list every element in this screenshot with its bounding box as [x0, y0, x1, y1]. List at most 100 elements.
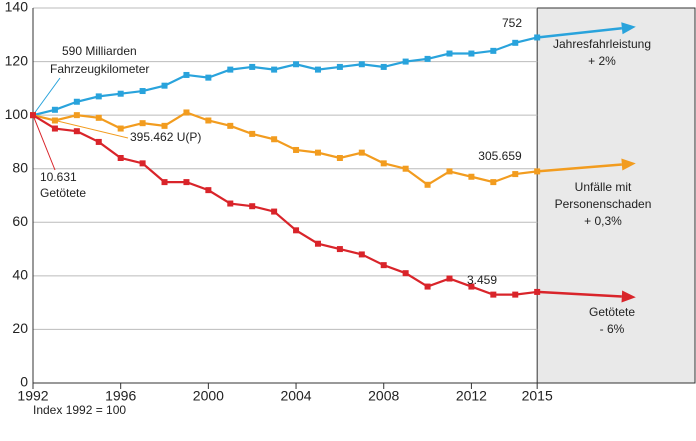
data-point [161, 179, 168, 186]
arrow-head [621, 158, 636, 171]
projection-label: Jahresfahrleistung [553, 37, 651, 51]
data-point [446, 275, 453, 282]
series-line [32, 111, 538, 187]
data-point [205, 117, 212, 124]
x-tick-label: 2000 [193, 388, 224, 404]
start-label: Getötete [40, 186, 86, 200]
start-label: 10.631 [40, 170, 77, 184]
data-point [183, 179, 190, 186]
data-point [380, 160, 387, 167]
leader-line [32, 77, 61, 116]
data-point [51, 106, 58, 113]
data-point [51, 125, 58, 132]
x-tick-label: 1992 [17, 388, 48, 404]
data-point [336, 246, 343, 253]
start-label: 395.462 U(P) [130, 130, 201, 144]
data-point [139, 88, 146, 95]
series-line [32, 114, 538, 296]
y-tick-label: 120 [5, 52, 29, 68]
data-point [161, 122, 168, 129]
x-tick-label: 2004 [280, 388, 311, 404]
start-label: Fahrzeugkilometer [50, 62, 149, 76]
leader-line [32, 114, 56, 171]
data-point [117, 90, 124, 97]
data-point [314, 66, 321, 73]
data-point [293, 61, 300, 68]
data-point [249, 130, 256, 137]
x-tick-label: 1996 [105, 388, 136, 404]
arrow-head [621, 22, 636, 35]
projection-label: Unfälle mit [575, 180, 632, 194]
data-point [380, 262, 387, 269]
data-point [271, 66, 278, 73]
data-point [95, 93, 102, 100]
data-point [139, 160, 146, 167]
data-point [358, 251, 365, 258]
y-tick-label: 140 [5, 0, 29, 15]
projection-label: Getötete [589, 305, 635, 319]
data-point [358, 149, 365, 156]
data-point [490, 47, 497, 54]
data-point [205, 187, 212, 194]
end-label: 752 [502, 16, 522, 30]
series-line [32, 36, 538, 117]
data-point [380, 63, 387, 70]
data-point [402, 165, 409, 172]
data-point [446, 168, 453, 175]
y-tick-label: 100 [5, 106, 29, 122]
projection-arrow [537, 163, 622, 173]
end-label: 3.459 [467, 273, 497, 287]
x-tick-label: 2015 [522, 388, 553, 404]
y-tick-label: 40 [12, 267, 28, 283]
data-point [183, 109, 190, 116]
y-tick-label: 20 [12, 320, 28, 336]
x-tick-label: 2008 [368, 388, 399, 404]
y-tick-label: 60 [12, 213, 28, 229]
data-point [468, 283, 475, 290]
data-point [424, 181, 431, 188]
data-point [402, 58, 409, 65]
end-label: 305.659 [478, 149, 522, 163]
data-point [336, 63, 343, 70]
data-point [161, 82, 168, 89]
data-point [402, 270, 409, 277]
forecast-area [536, 7, 696, 384]
data-point [512, 291, 519, 298]
data-point [271, 136, 278, 143]
arrow-head [621, 290, 636, 303]
data-point [249, 63, 256, 70]
start-label: 590 Milliarden [62, 44, 137, 58]
data-point [271, 208, 278, 215]
data-point [336, 155, 343, 161]
y-tick-label: 80 [12, 159, 28, 175]
data-point [314, 149, 321, 156]
data-point [490, 291, 497, 298]
data-point [468, 173, 475, 180]
projection-label: Personenschaden [555, 197, 652, 211]
data-point [30, 112, 36, 119]
data-point [424, 55, 431, 62]
projection-arrow [537, 27, 623, 39]
data-point [249, 203, 256, 210]
projection-arrow [537, 290, 622, 298]
data-point [227, 200, 234, 207]
data-point [424, 283, 431, 290]
data-point [73, 112, 80, 119]
data-point [205, 74, 212, 81]
data-point [490, 179, 497, 186]
data-point [358, 61, 365, 68]
projection-label: + 2% [588, 54, 616, 68]
data-point [139, 120, 146, 127]
projection-label: - 6% [600, 322, 625, 336]
data-point [293, 227, 300, 234]
data-point [73, 98, 80, 105]
data-point [117, 125, 124, 132]
data-point [468, 50, 475, 57]
data-point [446, 50, 453, 57]
data-point [227, 66, 234, 73]
data-point [183, 71, 190, 78]
data-point [512, 171, 519, 178]
data-point [512, 39, 519, 46]
data-point [227, 122, 234, 129]
